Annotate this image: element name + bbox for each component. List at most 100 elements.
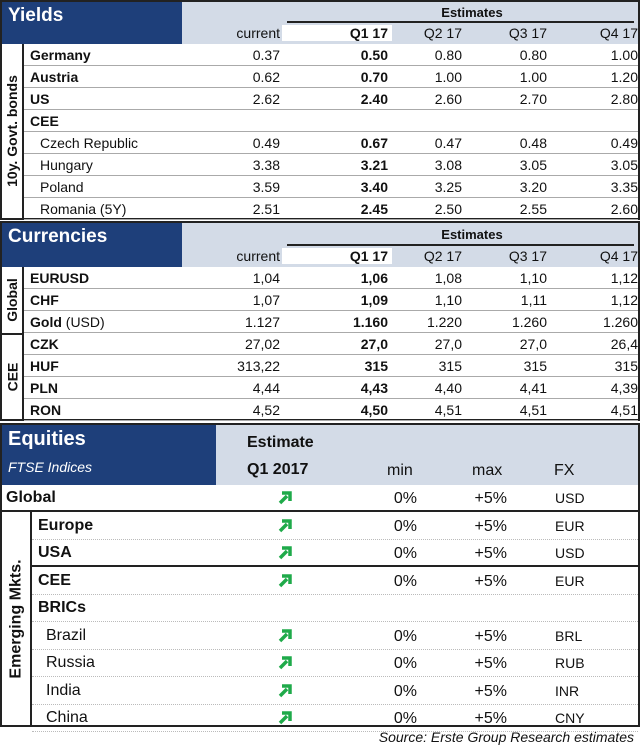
fx-value: CNY	[555, 710, 585, 726]
value-cell: 0.48	[519, 135, 547, 151]
row-label: CZK	[30, 336, 59, 352]
value-cell: 3.35	[610, 179, 638, 195]
value-cell: 3.38	[252, 157, 280, 173]
value-cell: 0.80	[519, 47, 547, 63]
value-cell: 1.127	[244, 314, 280, 330]
max-value: +5%	[474, 627, 507, 645]
index-label: Russia	[46, 654, 95, 671]
index-label: Brazil	[46, 626, 87, 644]
value-cell: 2.60	[434, 91, 462, 107]
value-cell: 27,02	[244, 336, 280, 352]
row-label: Germany	[30, 47, 91, 63]
value-cell: 2.70	[519, 91, 547, 107]
value-cell: 2.55	[519, 201, 547, 217]
index-label: Global	[6, 489, 56, 506]
value-cell: 4,39	[610, 380, 638, 396]
yields-section: Yields Estimates current Q1 17 Q2 17 Q3 17 Q…	[0, 0, 640, 220]
row-label: Hungary	[40, 157, 93, 173]
up-right-arrow-icon	[278, 628, 292, 642]
index-label: China	[46, 709, 88, 726]
value-cell: 2.45	[360, 201, 388, 217]
row-label: RON	[30, 402, 62, 418]
equity-row: Brazil 0% +5% BRL	[32, 623, 638, 650]
yields-header: Yields Estimates current Q1 17 Q2 17 Q3 17 Q…	[2, 2, 638, 44]
value-cell: 3.25	[434, 179, 462, 195]
equities-header: Equities FTSE Indices Estimate Q1 2017 m…	[2, 425, 638, 485]
equity-row: China 0% +5% CNY	[32, 705, 638, 732]
row-label: CEE	[30, 113, 59, 129]
table-row: CEE	[24, 110, 638, 132]
row-label: Czech Republic	[40, 135, 139, 151]
up-right-arrow-icon	[278, 711, 292, 725]
column-header: Q1 17	[282, 248, 392, 264]
value-cell: 4,51	[434, 402, 462, 418]
min-value: 0%	[393, 572, 417, 590]
currencies-title: Currencies	[2, 223, 182, 267]
value-cell: 315	[523, 358, 547, 374]
value-cell: 0.50	[360, 47, 388, 63]
value-cell: 1,04	[252, 270, 280, 286]
value-cell: 0.80	[434, 47, 462, 63]
cee-side-label: CEE	[2, 333, 24, 419]
table-row: PLN 4,44 4,43 4,40 4,41 4,39	[24, 377, 638, 399]
equity-row: India 0% +5% INR	[32, 678, 638, 705]
value-cell: 1,08	[434, 270, 462, 286]
estimate-label: Estimate	[247, 434, 314, 451]
value-cell: 1,12	[610, 292, 638, 308]
table-row: CHF 1,07 1,09 1,10 1,11 1,12	[24, 289, 638, 311]
max-value: +5%	[474, 655, 507, 672]
value-cell: 2.51	[252, 201, 280, 217]
value-cell: 1,11	[520, 292, 547, 308]
value-cell: 0.49	[252, 135, 280, 151]
row-label: US	[30, 91, 50, 107]
row-label: CHF	[30, 292, 59, 308]
value-cell: 1.00	[519, 69, 547, 85]
value-cell: 3.20	[519, 179, 547, 195]
value-cell: 1,10	[519, 270, 547, 286]
value-cell: 1.260	[602, 314, 638, 330]
equity-row: BRICs	[32, 595, 638, 622]
value-cell: 1.160	[352, 314, 388, 330]
min-value: 0%	[393, 627, 417, 645]
row-label: EURUSD	[30, 270, 90, 286]
equity-row: USA 0% +5% USD	[32, 540, 638, 567]
min-value: 0%	[393, 517, 417, 535]
index-label: India	[46, 681, 81, 699]
value-cell: 0.47	[434, 135, 462, 151]
value-cell: 3.05	[610, 157, 638, 173]
value-cell: 3.40	[360, 179, 388, 195]
value-cell: 1,10	[434, 292, 462, 308]
value-cell: 1.220	[426, 314, 462, 330]
min-value: 0%	[393, 682, 417, 700]
index-label: CEE	[38, 571, 71, 589]
up-right-arrow-icon	[278, 683, 292, 697]
value-cell: 315	[364, 358, 388, 374]
row-label: Austria	[30, 69, 79, 85]
up-right-arrow-icon	[278, 573, 292, 587]
value-cell: 315	[614, 358, 638, 374]
value-cell: 3.21	[360, 157, 388, 173]
column-header: Q4 17	[599, 25, 638, 41]
value-cell: 1.260	[511, 314, 547, 330]
equities-subtitle: FTSE Indices	[8, 459, 93, 475]
value-cell: 4,41	[519, 380, 547, 396]
value-cell: 1.00	[610, 47, 638, 63]
fx-value: USD	[555, 490, 585, 506]
min-header: min	[387, 462, 413, 479]
max-value: +5%	[474, 572, 507, 590]
value-cell: 0.67	[360, 135, 388, 151]
fx-value: USD	[555, 545, 585, 561]
min-value: 0%	[393, 490, 417, 507]
table-row: Germany 0.37 0.50 0.80 0.80 1.00	[24, 44, 638, 66]
index-label: BRICs	[38, 599, 87, 616]
table-row: EURUSD 1,04 1,06 1,08 1,10 1,12	[24, 267, 638, 289]
value-cell: 3.08	[434, 157, 462, 173]
value-cell: 27,0	[519, 336, 547, 352]
fx-value: EUR	[555, 517, 585, 534]
equity-row: Europe 0% +5% EUR	[32, 513, 638, 540]
table-row: US 2.62 2.40 2.60 2.70 2.80	[24, 88, 638, 110]
fx-value: INR	[555, 682, 580, 699]
value-cell: 4,51	[610, 402, 638, 418]
value-cell: 3.05	[519, 157, 547, 173]
value-cell: 4,52	[252, 402, 280, 418]
